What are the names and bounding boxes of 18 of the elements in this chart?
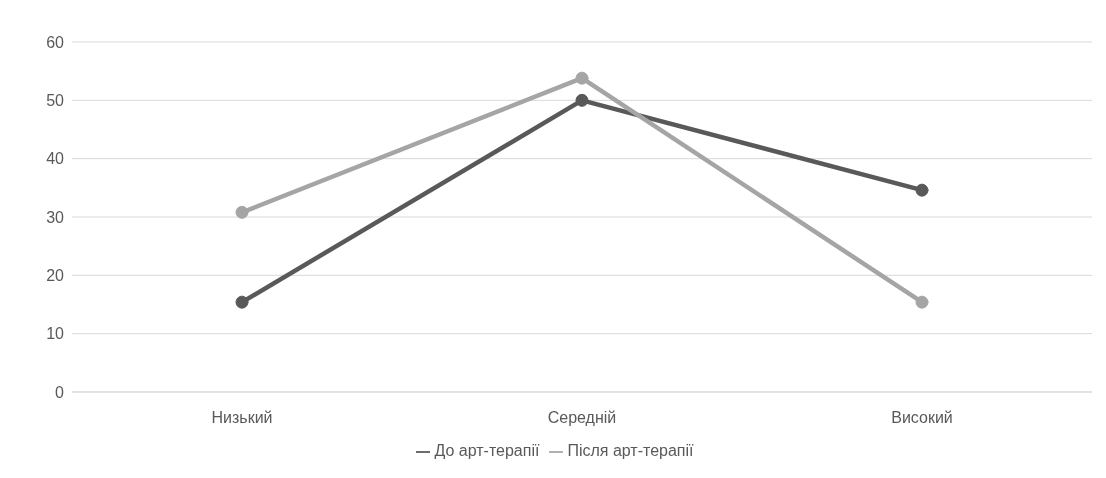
point [575, 71, 589, 85]
x-tick-label: Низький [211, 409, 273, 427]
y-tick-label: 30 [46, 208, 65, 226]
legend-label: До арт-терапії [434, 442, 540, 459]
y-tick-label: 60 [46, 33, 65, 51]
legend-label: Після арт-терапії [567, 442, 694, 459]
point [575, 93, 589, 107]
y-tick-label: 10 [46, 325, 65, 343]
point [915, 295, 929, 309]
x-tick-label: Середній [547, 409, 617, 427]
point [235, 295, 249, 309]
y-tick-label: 20 [46, 267, 65, 285]
y-tick-label: 50 [46, 92, 65, 110]
point [915, 183, 929, 197]
y-tick-label: 40 [46, 150, 65, 168]
y-tick-label: 0 [55, 383, 65, 401]
point [235, 205, 249, 219]
x-tick-label: Високий [891, 409, 953, 427]
